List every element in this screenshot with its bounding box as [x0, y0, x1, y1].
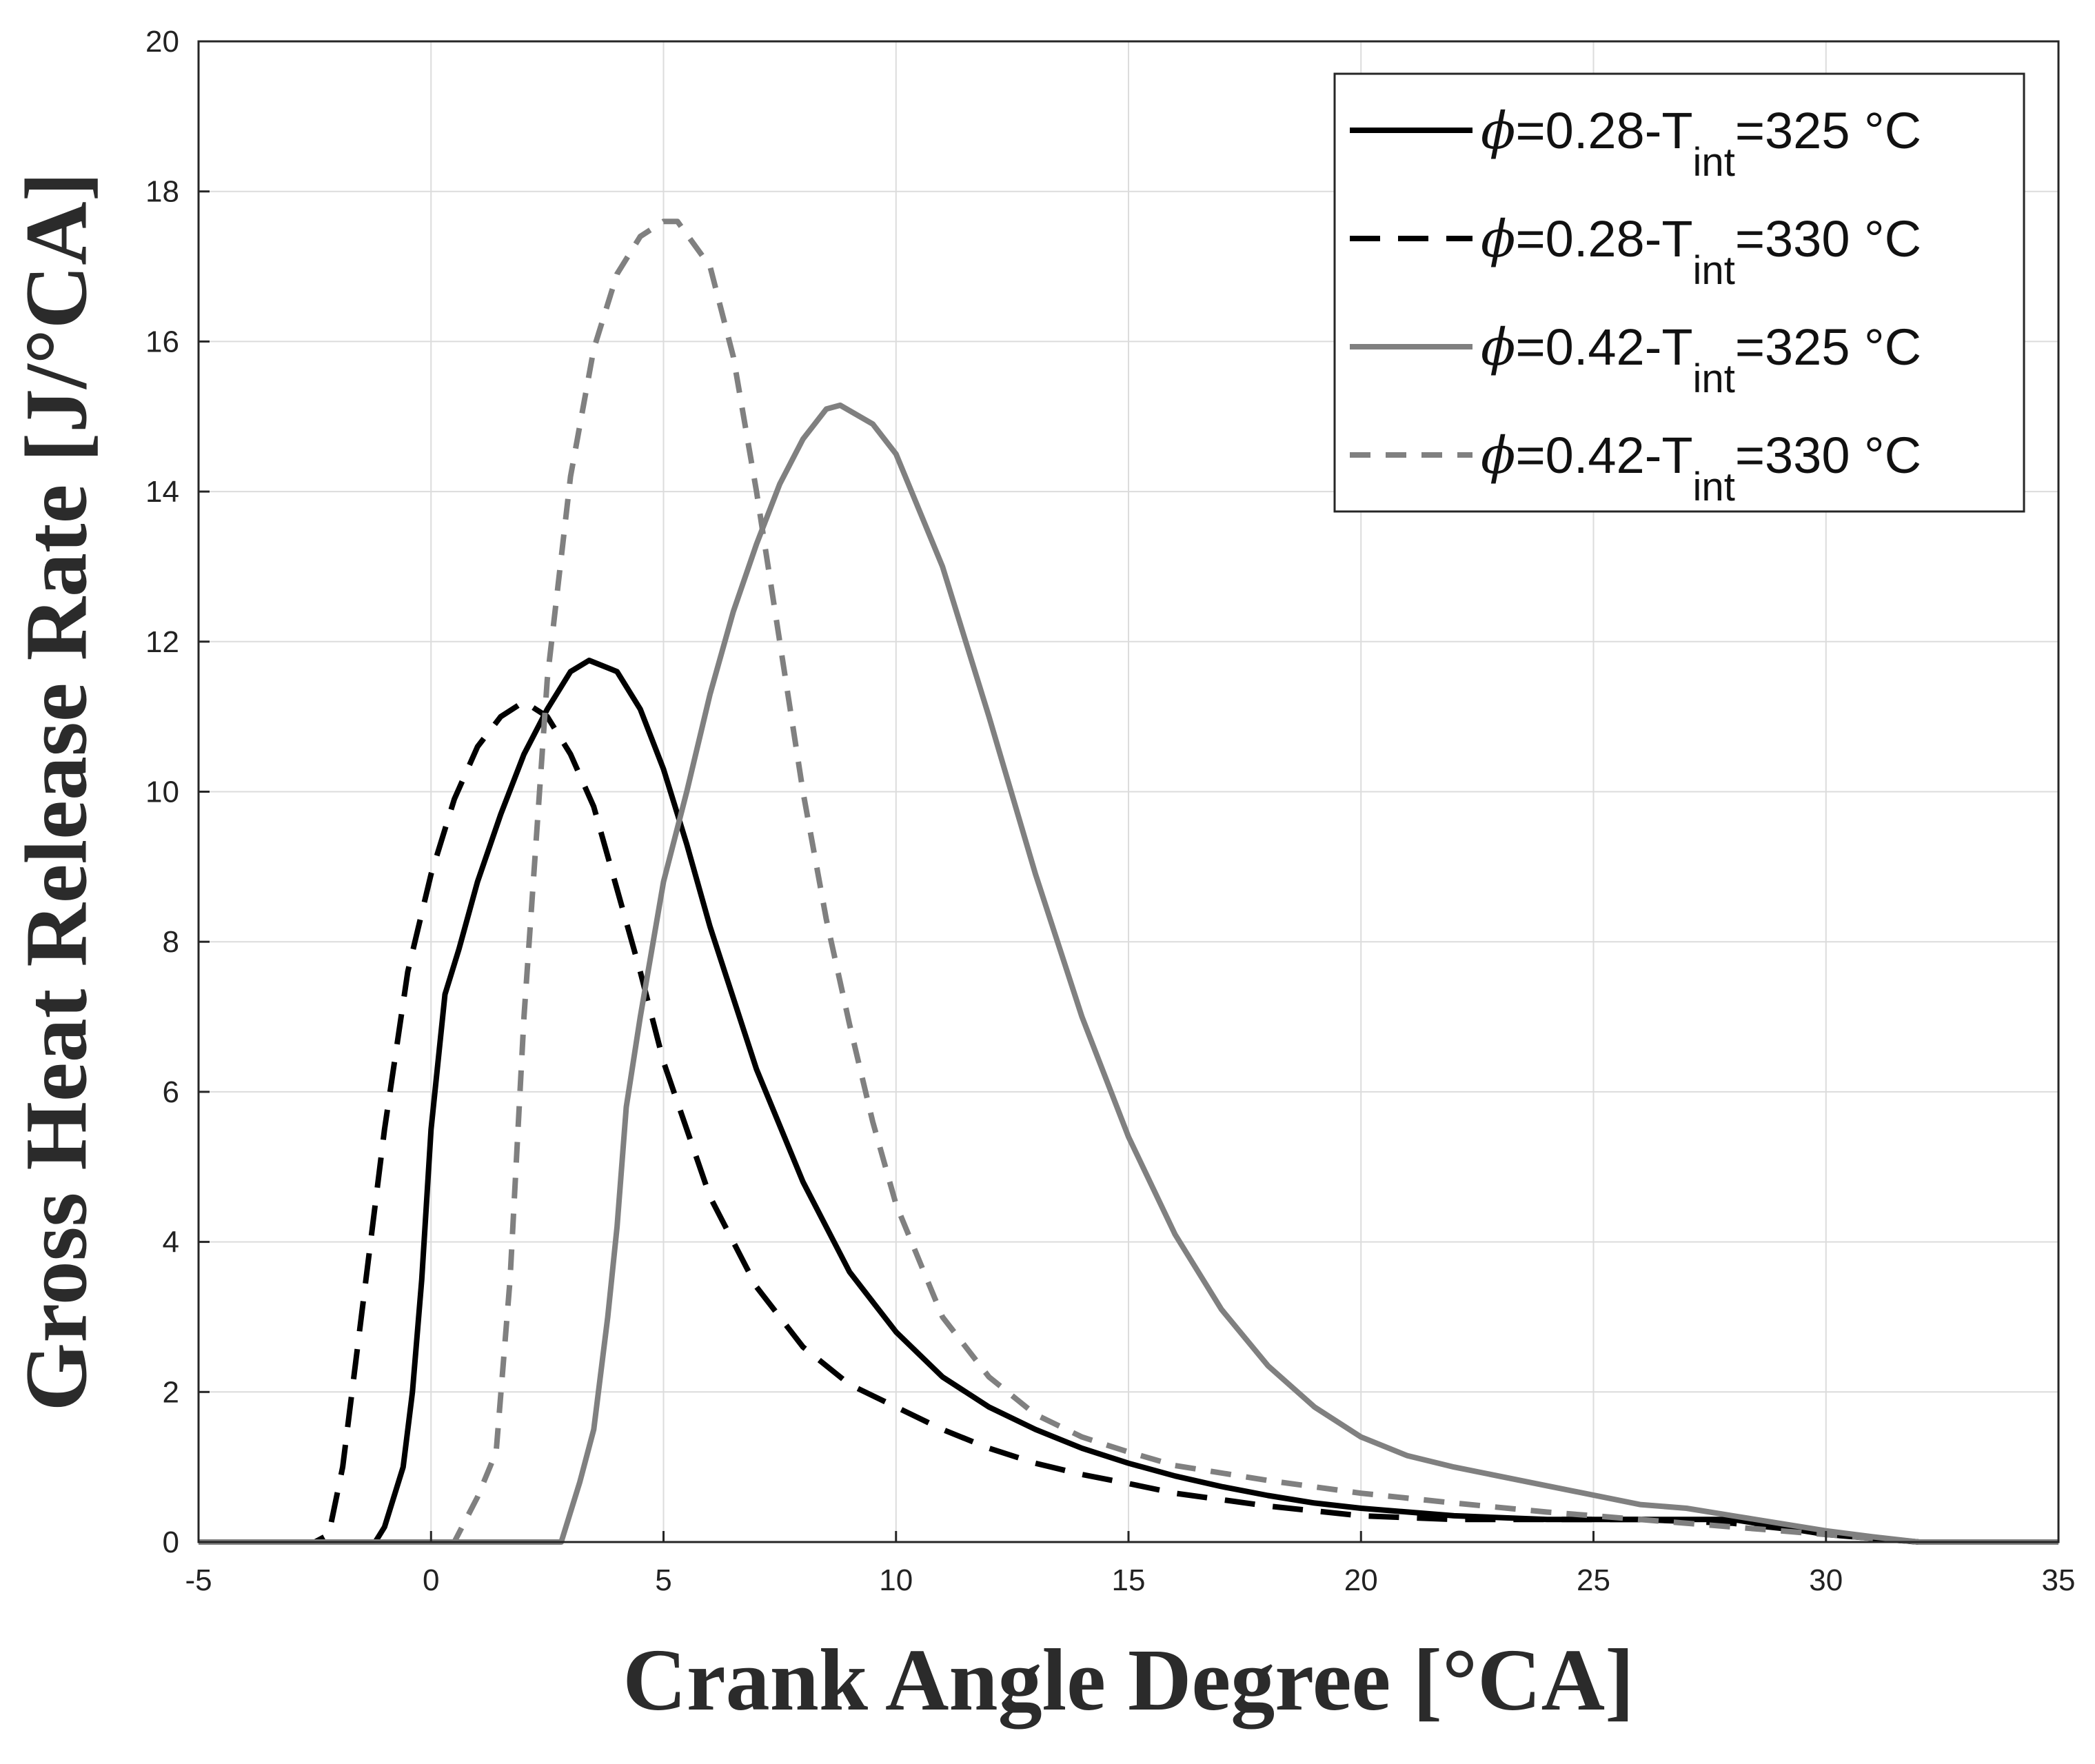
y-tick-label: 2: [163, 1375, 179, 1409]
legend-items: ϕ=0.28-Tint=325 °C ϕ=0.28-Tint=330 °C ϕ=0.…: [1350, 101, 1921, 509]
legend-label: ϕ=0.42-Tint=325 °C: [1481, 318, 1921, 401]
legend-item-2: ϕ=0.28-Tint=330 °C: [1350, 210, 1921, 293]
legend: ϕ=0.28-Tint=325 °C ϕ=0.28-Tint=330 °C ϕ=0.…: [1333, 72, 2025, 513]
y-tick-label: 18: [145, 175, 179, 209]
y-tick-label: 14: [145, 475, 179, 509]
legend-box: [1333, 72, 2025, 513]
x-tick-label: -5: [185, 1563, 212, 1597]
y-tick-label: 4: [163, 1226, 179, 1259]
legend-item-3: ϕ=0.42-Tint=325 °C: [1350, 318, 1921, 401]
y-tick-label: 10: [145, 775, 179, 809]
y-axis-title: Gross Heat Release Rate [J/°CA]: [7, 172, 105, 1412]
legend-item-4: ϕ=0.42-Tint=330 °C: [1350, 426, 1921, 509]
x-tick-label: 5: [655, 1563, 671, 1597]
legend-label: ϕ=0.42-Tint=330 °C: [1481, 426, 1921, 509]
x-tick-label: 0: [423, 1563, 439, 1597]
y-tick-label: 6: [163, 1075, 179, 1109]
x-tick-label: 30: [1809, 1563, 1843, 1597]
x-tick-label: 15: [1112, 1563, 1146, 1597]
series-line-3: [199, 402, 2058, 1545]
y-tick-label: 12: [145, 625, 179, 659]
series-line-4: [199, 219, 2058, 1545]
x-tick-label: 35: [2042, 1563, 2076, 1597]
y-tick-label: 20: [145, 25, 179, 59]
legend-item-1: ϕ=0.28-Tint=325 °C: [1350, 101, 1921, 185]
legend-label: ϕ=0.28-Tint=330 °C: [1481, 210, 1921, 293]
y-tick-label: 0: [163, 1525, 179, 1559]
x-axis-title: Crank Angle Degree [°CA]: [623, 1631, 1634, 1729]
x-tick-label: 10: [879, 1563, 913, 1597]
x-tick-label: 20: [1344, 1563, 1378, 1597]
y-tick-label: 8: [163, 925, 179, 959]
x-tick-label: 25: [1577, 1563, 1610, 1597]
series-line-2: [199, 698, 2058, 1545]
series-lines: [199, 219, 2058, 1545]
y-tick-label: 16: [145, 325, 179, 358]
legend-label: ϕ=0.28-Tint=325 °C: [1481, 101, 1921, 185]
